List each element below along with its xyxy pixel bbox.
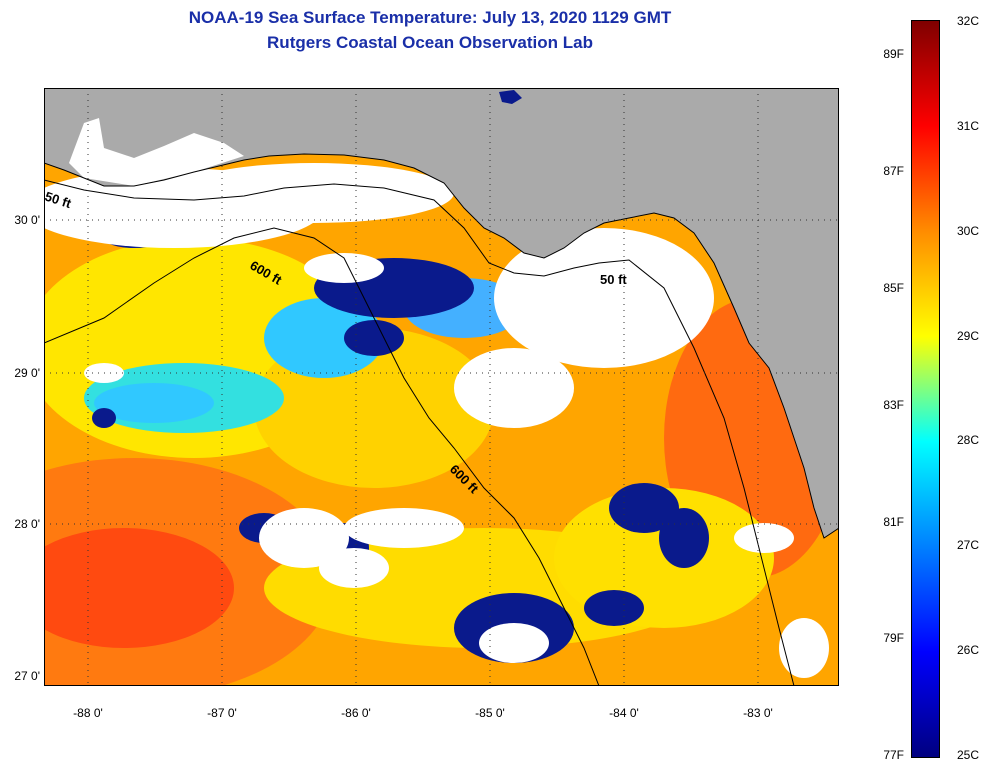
cold-patch [584,590,644,626]
colorbar-c-label: 27C [957,538,980,552]
colorbar [911,20,940,758]
cloud-patch [319,548,389,588]
hot-core-sw [44,528,234,648]
cold-blob-top [499,90,522,104]
cool-patch-nw [264,298,384,378]
contour-label-50ft-east: 50 ft [600,272,627,287]
lon-label: -87 0' [207,706,237,720]
colorbar-f-label: 77F [883,748,904,762]
lat-label: 30 0' [14,213,40,227]
cloud-patch [734,523,794,553]
cloud-patch [259,508,349,568]
colorbar-c-label: 30C [957,224,980,238]
lat-label: 29 0' [14,366,40,380]
sst-map: 50 ft 600 ft 50 ft 600 ft [44,88,839,686]
cloud-patch [344,508,464,548]
map-frame [44,88,839,686]
colorbar-c-label: 32C [957,14,980,28]
lon-label: -83 0' [743,706,773,720]
cloud-patch [454,348,574,428]
lon-label: -86 0' [341,706,371,720]
map-title: NOAA-19 Sea Surface Temperature: July 13… [188,8,672,27]
lon-label: -84 0' [609,706,639,720]
cloud-patch [479,623,549,663]
colorbar-c-label: 26C [957,643,980,657]
coastline [44,153,839,539]
lat-label: 27 0' [14,669,40,683]
lat-label: 28 0' [14,517,40,531]
colorbar-f-label: 83F [883,398,904,412]
cold-patch [92,408,116,428]
cloud-patch [304,253,384,283]
cloud-patches [44,163,829,678]
cold-patch [609,483,679,533]
contour-50ft [44,179,795,686]
cloud-patch [779,618,829,678]
cold-patch [344,320,404,356]
colorbar-f-label: 85F [883,281,904,295]
colorbar-c-label: 29C [957,329,980,343]
colorbar-c-label: 31C [957,119,980,133]
colorbar-c-label: 28C [957,433,980,447]
colorbar-f-label: 81F [883,515,904,529]
colorbar-f-label: 87F [883,164,904,178]
colorbar-c-label: 25C [957,748,980,762]
lon-label: -85 0' [475,706,505,720]
cloud-patch [174,163,454,223]
cold-patch [659,508,709,568]
colorbar-f-label: 89F [883,47,904,61]
grid [44,88,839,686]
coastal-cloud-nw [69,118,244,186]
cool-tongue-core [94,383,214,423]
contour-600ft [44,227,600,686]
colorbar-f-label: 79F [883,631,904,645]
map-subtitle: Rutgers Coastal Ocean Observation Lab [267,33,593,52]
land-north [44,88,839,538]
lon-label: -88 0' [73,706,103,720]
cloud-patch [494,228,714,368]
